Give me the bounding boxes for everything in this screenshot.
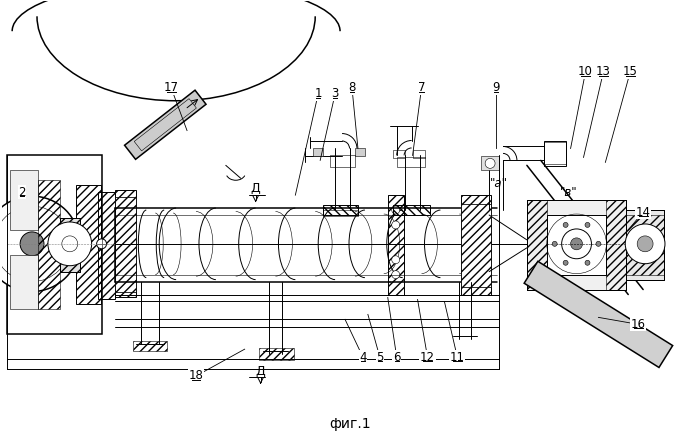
Text: 8: 8 xyxy=(349,81,356,94)
Bar xyxy=(626,215,664,275)
Bar xyxy=(606,200,627,290)
Bar xyxy=(115,197,136,292)
Bar xyxy=(547,215,606,275)
Bar xyxy=(461,204,491,286)
Bar xyxy=(527,200,626,290)
Text: 2: 2 xyxy=(18,186,26,199)
Bar xyxy=(527,200,547,290)
Text: 11: 11 xyxy=(450,350,465,364)
Bar xyxy=(461,204,491,286)
Circle shape xyxy=(0,196,80,292)
Circle shape xyxy=(585,260,590,265)
Bar xyxy=(76,185,101,304)
Bar xyxy=(397,157,424,167)
Text: 12: 12 xyxy=(420,350,435,364)
Circle shape xyxy=(65,262,71,268)
Circle shape xyxy=(48,222,92,266)
Bar xyxy=(393,205,430,215)
Circle shape xyxy=(392,206,400,214)
Text: 1: 1 xyxy=(314,87,322,100)
Bar xyxy=(323,210,358,216)
Bar xyxy=(544,142,566,164)
Bar xyxy=(60,218,80,272)
Circle shape xyxy=(561,229,591,259)
Text: фиг.1: фиг.1 xyxy=(329,417,371,431)
Circle shape xyxy=(97,239,106,249)
Bar xyxy=(10,170,38,230)
Circle shape xyxy=(392,271,400,279)
Circle shape xyxy=(596,241,601,246)
Bar xyxy=(313,148,323,156)
Bar xyxy=(115,197,136,292)
Polygon shape xyxy=(524,261,673,367)
Bar xyxy=(38,180,60,309)
Text: "в": "в" xyxy=(560,186,577,199)
Circle shape xyxy=(20,232,44,256)
Circle shape xyxy=(392,256,400,264)
Text: 7: 7 xyxy=(418,81,426,94)
Bar xyxy=(626,210,664,279)
Bar xyxy=(97,192,116,300)
Bar xyxy=(134,341,167,351)
Text: 13: 13 xyxy=(596,65,611,78)
Bar xyxy=(393,150,405,159)
Text: 10: 10 xyxy=(578,65,593,78)
Text: "а": "а" xyxy=(490,177,508,190)
Bar xyxy=(60,218,80,272)
Circle shape xyxy=(65,220,71,226)
Circle shape xyxy=(392,221,400,229)
Bar xyxy=(115,190,136,297)
Circle shape xyxy=(0,206,70,282)
Text: Д: Д xyxy=(251,182,260,195)
Text: 16: 16 xyxy=(631,318,645,331)
Text: 5: 5 xyxy=(376,350,384,364)
Text: 17: 17 xyxy=(164,81,178,94)
Bar xyxy=(7,155,101,334)
Bar xyxy=(527,200,626,290)
Text: 6: 6 xyxy=(393,350,400,364)
Circle shape xyxy=(637,236,653,252)
Bar xyxy=(626,210,664,279)
Circle shape xyxy=(563,223,568,227)
Bar xyxy=(412,150,424,159)
Circle shape xyxy=(485,159,495,168)
Circle shape xyxy=(563,260,568,265)
Text: 14: 14 xyxy=(636,205,650,219)
Text: Д: Д xyxy=(256,364,265,378)
Text: 18: 18 xyxy=(188,370,204,382)
Text: 4: 4 xyxy=(359,350,367,364)
Text: 15: 15 xyxy=(623,65,638,78)
Bar xyxy=(461,195,491,294)
Text: 9: 9 xyxy=(492,81,500,94)
Bar xyxy=(547,215,606,275)
Bar xyxy=(388,195,404,294)
Bar xyxy=(355,148,365,156)
Bar xyxy=(544,141,566,166)
Circle shape xyxy=(570,238,582,250)
Bar xyxy=(481,156,499,170)
Bar xyxy=(330,155,355,167)
Circle shape xyxy=(585,223,590,227)
Circle shape xyxy=(625,224,665,264)
Polygon shape xyxy=(125,90,206,159)
Bar xyxy=(258,348,295,360)
Bar xyxy=(10,255,38,309)
Text: 3: 3 xyxy=(331,87,339,100)
Bar xyxy=(323,205,358,215)
Circle shape xyxy=(552,241,557,246)
